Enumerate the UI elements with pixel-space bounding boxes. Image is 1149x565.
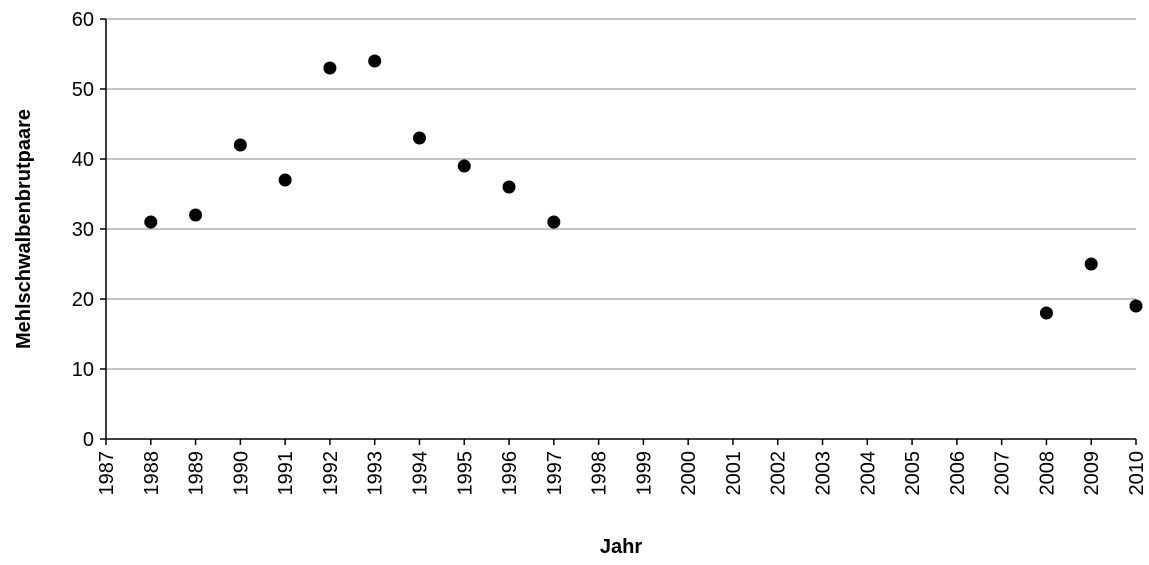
x-ticks: 1987 1988 1989 1990 1991 1992 1993 1994 1995 1996…	[96, 439, 1148, 496]
x-tick-label: 2000	[678, 451, 700, 496]
data-point	[547, 215, 561, 229]
x-tick-label: 2002	[768, 451, 790, 496]
x-tick-label: 1994	[409, 451, 431, 496]
x-tick-label: 1996	[499, 451, 521, 496]
data-point	[1129, 299, 1143, 313]
y-tick-label: 60	[72, 9, 94, 31]
y-tick-label: 50	[72, 79, 94, 101]
data-point	[323, 61, 337, 75]
x-tick-label: 2003	[813, 451, 835, 496]
data-point	[502, 180, 516, 194]
data-point	[144, 215, 158, 229]
x-tick-label: 2007	[992, 451, 1014, 496]
x-tick-label: 2001	[723, 451, 745, 496]
y-tick-label: 10	[72, 359, 94, 381]
data-point	[457, 159, 471, 173]
x-tick-label: 2010	[1126, 451, 1148, 496]
x-tick-label: 1991	[275, 451, 297, 496]
data-point	[278, 173, 292, 187]
x-tick-label: 2006	[947, 451, 969, 496]
gridlines	[106, 18, 1136, 370]
data-point	[189, 208, 203, 222]
data-point	[412, 131, 426, 145]
x-tick-label: 1992	[320, 451, 342, 496]
x-tick-label: 2009	[1081, 451, 1103, 496]
data-point	[1084, 257, 1098, 271]
x-tick-label: 1999	[633, 451, 655, 496]
x-tick-label: 1997	[544, 451, 566, 496]
x-tick-label: 2005	[902, 451, 924, 496]
x-tick-label: 1988	[141, 451, 163, 496]
y-tick-label: 40	[72, 149, 94, 171]
x-tick-label: 1989	[186, 451, 208, 496]
y-tick-label: 30	[72, 219, 94, 241]
data-point	[368, 54, 382, 68]
data-point	[233, 138, 247, 152]
x-tick-label: 2008	[1036, 451, 1058, 496]
y-tick-label: 0	[83, 429, 94, 451]
y-tick-label: 20	[72, 289, 94, 311]
x-axis-title: Jahr	[600, 536, 642, 558]
y-axis-title: Mehlschwalbenbrutpaare	[13, 109, 35, 349]
x-tick-label: 1993	[365, 451, 387, 496]
x-tick-label: 1990	[230, 451, 252, 496]
data-points	[144, 54, 1143, 320]
data-point	[1039, 306, 1053, 320]
x-tick-label: 1998	[589, 451, 611, 496]
x-tick-label: 1987	[96, 451, 118, 496]
y-ticks: 0 10 20 30 40 50 60	[72, 9, 106, 451]
x-tick-label: 2004	[857, 451, 879, 496]
x-tick-label: 1995	[454, 451, 476, 496]
